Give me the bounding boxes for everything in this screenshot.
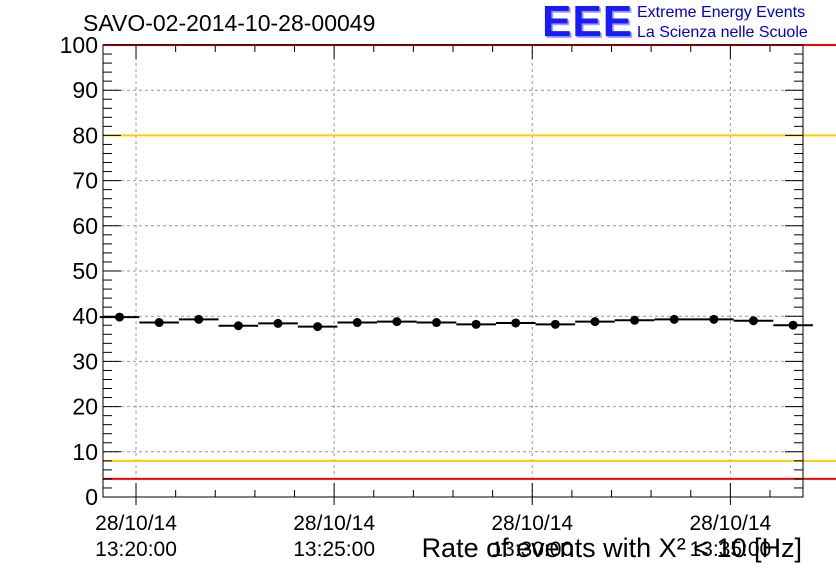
data-point bbox=[392, 317, 402, 327]
y-tick-label: 90 bbox=[72, 77, 98, 103]
y-tick-labels: 0 10 20 30 40 50 60 70 80 90 100 bbox=[60, 32, 98, 510]
y-tick-label: 30 bbox=[72, 348, 98, 374]
data-point bbox=[115, 312, 125, 322]
grid-lines bbox=[103, 45, 803, 497]
y-tick-label: 100 bbox=[60, 32, 98, 58]
data-point bbox=[590, 317, 600, 327]
data-point bbox=[709, 314, 719, 324]
y-tick-label: 70 bbox=[72, 168, 98, 194]
data-points bbox=[99, 312, 813, 332]
data-point bbox=[313, 322, 323, 332]
y-tick-label: 40 bbox=[72, 303, 98, 329]
data-point bbox=[511, 318, 521, 328]
x-tick-date: 28/10/14 bbox=[491, 512, 573, 535]
x-tick-date: 28/10/14 bbox=[95, 512, 177, 535]
y-tick-label: 0 bbox=[85, 484, 98, 510]
eee-logo: EEE Extreme Energy Events La Scienza nel… bbox=[542, 0, 832, 46]
data-point bbox=[154, 318, 164, 328]
data-point bbox=[669, 314, 679, 324]
data-point bbox=[194, 314, 204, 324]
y-tick-label: 50 bbox=[72, 258, 98, 284]
data-point bbox=[233, 321, 243, 331]
data-point bbox=[431, 318, 441, 328]
x-tick-labels: 28/10/14 13:20:00 28/10/14 13:25:00 28/10/14… bbox=[95, 512, 771, 561]
x-tick-date: 28/10/14 bbox=[689, 512, 771, 535]
data-point bbox=[748, 316, 758, 326]
logo-line-2: La Scienza nelle Scuole bbox=[637, 24, 808, 41]
x-tick-time: 13:25:00 bbox=[293, 538, 375, 561]
y-tick-label: 20 bbox=[72, 394, 98, 420]
x-tick-time: 13:35:00 bbox=[689, 538, 771, 561]
x-tick-time: 13:20:00 bbox=[95, 538, 177, 561]
eee-logo-mark: EEE bbox=[542, 0, 634, 46]
logo-line-1: Extreme Energy Events bbox=[637, 4, 806, 21]
data-point bbox=[352, 318, 362, 328]
y-tick-label: 80 bbox=[72, 122, 98, 148]
data-point bbox=[788, 320, 798, 330]
reference-lines bbox=[103, 44, 836, 480]
data-point bbox=[630, 315, 640, 325]
data-point bbox=[273, 318, 283, 328]
y-tick-label: 60 bbox=[72, 213, 98, 239]
x-axis-title: Rate of events with X² < 10 [Hz] bbox=[421, 533, 802, 563]
data-point bbox=[550, 319, 560, 329]
x-tick-date: 28/10/14 bbox=[293, 512, 375, 535]
y-tick-label: 10 bbox=[72, 439, 98, 465]
data-point bbox=[471, 319, 481, 329]
chart-title: SAVO-02-2014-10-28-00049 bbox=[83, 10, 376, 36]
axis-ticks bbox=[103, 44, 803, 505]
x-tick-time: 13:30:00 bbox=[491, 538, 573, 561]
